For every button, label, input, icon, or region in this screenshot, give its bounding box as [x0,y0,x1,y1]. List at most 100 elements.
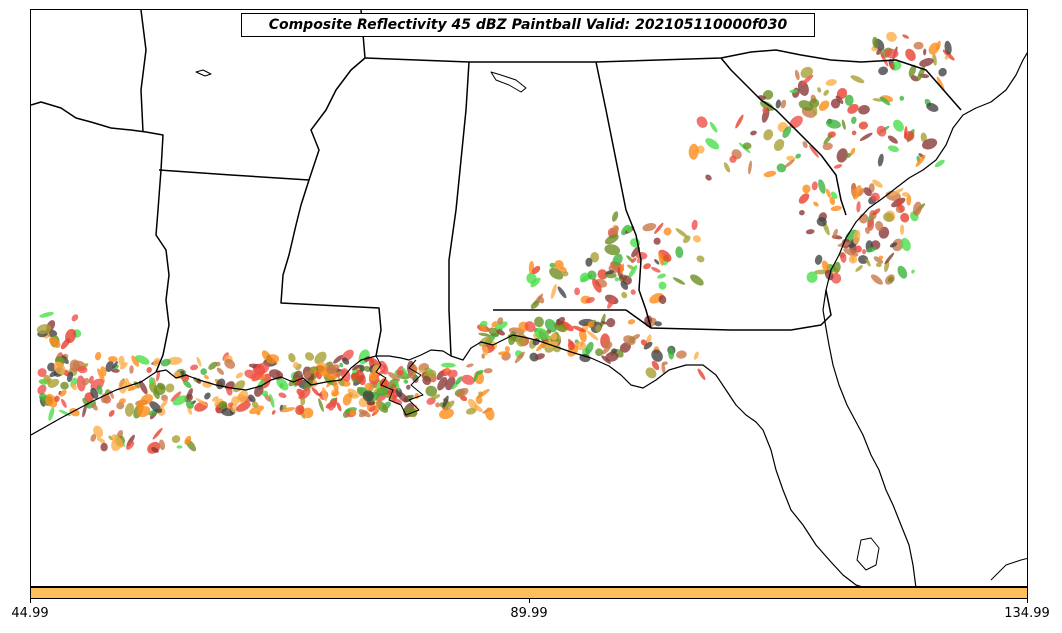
paintball-cell [784,159,795,168]
paintball-cell [71,314,79,322]
paintball-cell [944,55,949,60]
paintball-cell [37,368,47,378]
paintball-cell [82,377,90,386]
lake-outline [490,71,527,93]
paintball-cell [400,367,408,377]
paintball-cell [231,406,238,413]
paintball-cell [96,437,106,444]
paintball-cell [775,99,781,109]
paintball-cell [96,385,103,395]
paintball-cell [108,356,118,363]
paintball-cell [899,224,905,235]
paintball-cell [186,388,193,400]
paintball-cell [789,89,798,94]
paintball-cell [524,321,536,333]
paintball-cell [829,196,836,206]
paintball-cell [780,99,787,109]
paintball-cell [550,333,558,341]
paintball-cell [814,254,823,265]
paintball-cell [798,100,814,111]
paintball-cell [111,434,124,448]
paintball-cell [620,280,629,290]
paintball-cell [125,377,131,392]
paintball-cell [549,267,564,280]
paintball-cell [118,398,126,404]
paintball-cell [878,66,889,76]
paintball-cell [112,361,118,369]
paintball-cell [605,270,615,275]
paintball-cell [508,331,517,346]
paintball-cell [160,358,171,367]
paintball-cell [251,401,259,408]
paintball-cell [483,368,493,374]
paintball-cell [105,360,114,372]
paintball-cell [850,75,865,84]
paintball-cell [327,373,337,381]
tennessee-georgia-border [595,49,962,111]
paintball-cell [439,408,454,420]
paintball-cell [628,265,638,278]
paintball-cell [851,116,857,124]
paintball-cell [691,219,698,231]
paintball-cell [282,404,287,409]
paintball-cell [816,217,827,227]
paintball-cell [676,350,687,359]
paintball-cell [331,390,339,397]
paintball-cell [723,162,731,173]
paintball-cell [466,363,474,368]
paintball-cell [873,256,884,264]
paintball-cell [889,242,898,248]
paintball-cell [47,362,56,372]
paintball-cell [237,393,244,398]
paintball-cell [750,130,757,136]
paintball-cell [631,334,640,341]
paintball-cell [709,121,718,133]
paintball-cell [560,321,574,332]
paintball-cell [600,321,608,325]
mississippi-alabama-border [364,57,470,357]
paintball-cell [418,363,430,372]
paintball-cell [630,238,641,248]
paintball-cell [794,69,800,81]
paintball-cell [378,360,389,375]
paintball-cell [944,40,952,55]
gulf-coastline [31,334,862,586]
paintball-cell [368,400,376,406]
paintball-cell [802,141,808,149]
paintball-cell [811,181,818,191]
paintball-cell [904,130,915,142]
paintball-cell [630,289,636,295]
paintball-cell [836,88,848,100]
paintball-cell [249,405,265,415]
paintball-cell [597,269,608,280]
paintball-cell [392,398,403,405]
paintball-cell [218,400,228,410]
paintball-cell [809,145,819,158]
paintball-cell [342,393,352,406]
paintball-cell [825,119,841,129]
paintball-cell [876,125,887,137]
paintball-cell [397,369,405,376]
paintball-cell [587,320,595,328]
paintball-cell [125,402,135,417]
paintball-cell [248,394,256,403]
paintball-cell [858,121,869,130]
paintball-cell [620,263,625,274]
map-panel [30,9,1028,587]
paintball-cell [488,327,500,337]
paintball-cell [859,132,873,141]
paintball-cell [39,392,47,401]
paintball-cell [363,365,371,372]
paintball-cell [140,394,153,405]
paintball-cell [572,325,586,333]
paintball-cell [167,356,183,365]
paintball-cell [835,95,844,104]
paintball-cell [368,405,377,412]
paintball-cell [763,170,777,178]
paintball-cell [651,266,661,273]
paintball-cell [333,354,344,364]
paintball-cell [621,291,628,299]
paintball-cell [190,364,199,371]
paintball-cell [854,245,862,253]
paintball-cell [403,379,409,384]
